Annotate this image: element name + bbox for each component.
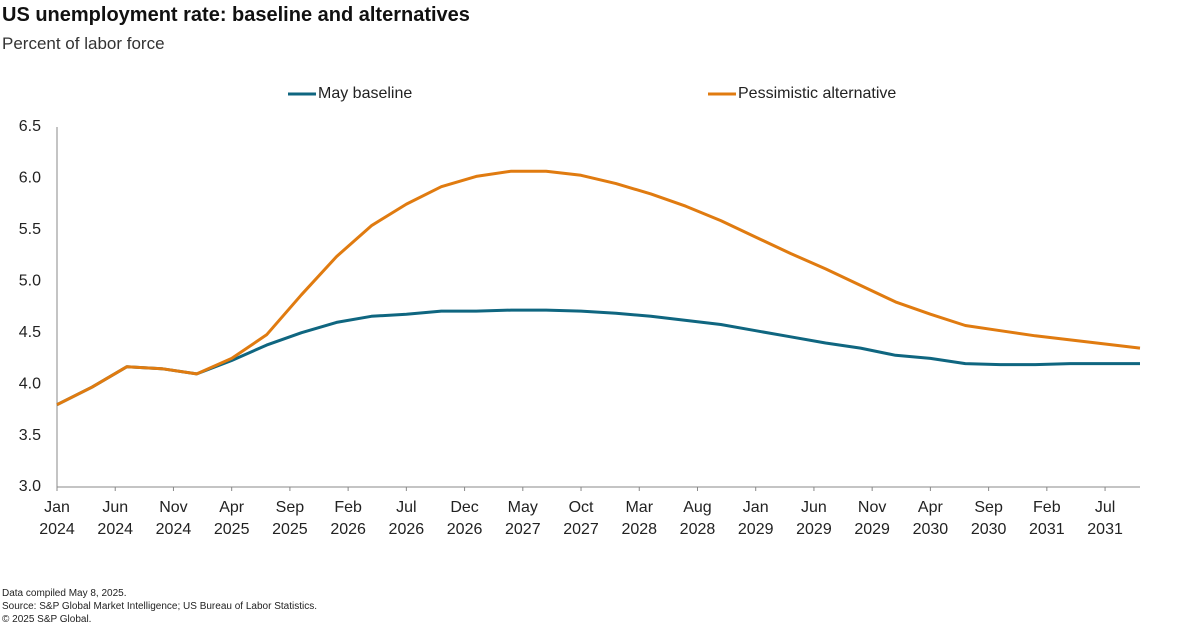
y-tick-label: 4.5 — [19, 324, 41, 341]
y-tick-label: 6.5 — [19, 118, 41, 135]
x-tick-label: Dec 2026 — [446, 499, 483, 538]
x-tick-label: May 2027 — [505, 499, 541, 538]
chart-title: US unemployment rate: baseline and alter… — [2, 4, 470, 26]
x-tick-label: Aug 2028 — [679, 499, 716, 538]
legend-label: May baseline — [318, 85, 412, 102]
x-tick-label: Sep 2025 — [272, 499, 308, 538]
x-tick-label: Nov 2024 — [155, 499, 192, 538]
data-line — [56, 308, 1140, 407]
x-tick-label: Feb 2026 — [330, 499, 366, 538]
y-tick-label: 6.0 — [19, 170, 41, 187]
y-tick-label: 3.5 — [19, 427, 41, 444]
chart-subtitle: Percent of labor force — [2, 34, 165, 53]
x-tick-label: Nov 2029 — [854, 499, 890, 538]
x-tick-label: Jan 2024 — [39, 499, 75, 538]
x-tick-label: Apr 2025 — [213, 499, 250, 538]
legend-label: Pessimistic alternative — [738, 85, 896, 102]
x-tick-label: Apr 2030 — [912, 499, 949, 538]
footnote: Data compiled May 8, 2025. — [2, 588, 127, 599]
x-tick-label: Oct 2027 — [563, 499, 599, 538]
x-tick-label: Sep 2030 — [970, 499, 1007, 538]
x-tick-label: Jun 2024 — [97, 499, 134, 538]
y-tick-label: 3.0 — [19, 478, 41, 495]
x-tick-label: Jan 2029 — [737, 499, 774, 538]
footnote: Source: S&P Global Market Intelligence; … — [2, 601, 317, 612]
y-tick-label: 5.0 — [19, 273, 41, 290]
x-tick-label: Jun 2029 — [796, 499, 832, 538]
y-tick-label: 5.5 — [19, 221, 41, 238]
x-tick-label: Mar 2028 — [621, 499, 658, 538]
y-tick-label: 4.0 — [19, 375, 41, 392]
data-line — [56, 169, 1141, 407]
footnote: © 2025 S&P Global. — [2, 614, 92, 625]
x-tick-label: Jul 2031 — [1087, 499, 1123, 538]
x-tick-label: Jul 2026 — [388, 499, 425, 538]
x-tick-label: Feb 2031 — [1029, 499, 1065, 538]
